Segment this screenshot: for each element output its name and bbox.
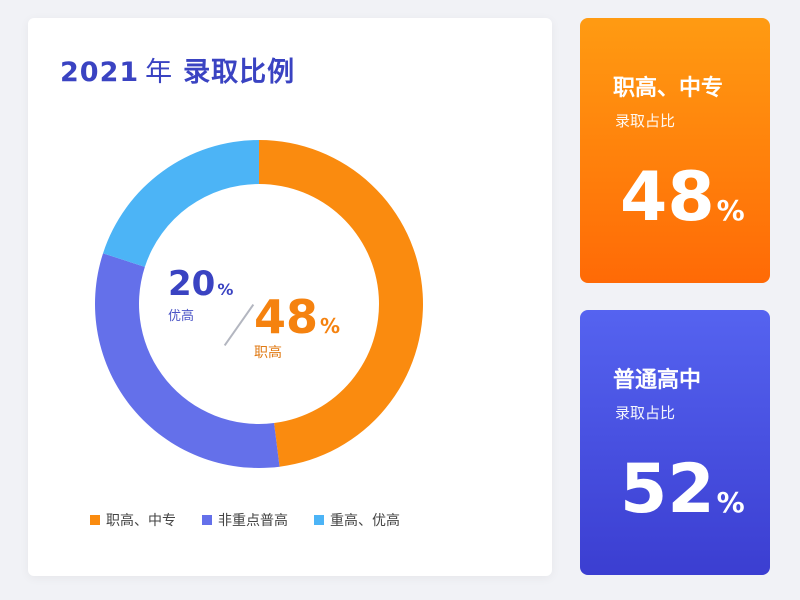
vocational-card-subtitle: 录取占比	[615, 112, 676, 130]
center-primary-label: 职高	[254, 345, 282, 361]
vocational-card-title: 职高、中专	[613, 76, 724, 101]
donut-slice-general	[94, 253, 280, 468]
vocational-card: 职高、中专 录取占比 48%	[580, 18, 770, 283]
legend-swatch-general	[202, 515, 212, 525]
title-text: 录取比例	[183, 57, 296, 88]
center-secondary-label: 优高	[168, 309, 195, 324]
legend-swatch-key	[314, 515, 324, 525]
center-primary-value: 48	[254, 290, 319, 344]
center-label-secondary: 20% 优高	[168, 265, 233, 324]
chart-title: 2021 年录取比例	[60, 50, 295, 89]
legend-swatch-vocational	[90, 515, 100, 525]
center-secondary-unit: %	[217, 280, 234, 299]
general-card-value: 52	[620, 450, 715, 529]
general-card-title: 普通高中	[613, 368, 702, 393]
vocational-card-value: 48	[620, 158, 715, 237]
donut-chart	[94, 140, 424, 468]
legend-item-key: 重高、优高	[314, 510, 400, 530]
legend-item-general: 非重点普高	[202, 510, 288, 530]
vocational-card-value-wrap: 48%	[620, 158, 745, 251]
donut-slice-vocational	[259, 140, 424, 467]
center-secondary-value: 20	[168, 264, 216, 304]
vocational-card-unit: %	[716, 194, 745, 227]
title-year-unit: 年	[145, 57, 174, 88]
legend-item-vocational: 职高、中专	[90, 510, 176, 530]
donut-slice-key	[103, 140, 259, 267]
legend-label-vocational: 职高、中专	[106, 513, 176, 529]
legend-label-key: 重高、优高	[330, 513, 400, 529]
general-card-value-wrap: 52%	[620, 450, 745, 543]
general-card-subtitle: 录取占比	[615, 404, 676, 422]
center-label-primary: 48% 职高	[254, 292, 340, 362]
general-card: 普通高中 录取占比 52%	[580, 310, 770, 575]
chart-legend: 职高、中专 非重点普高 重高、优高	[90, 510, 400, 530]
title-year: 2021	[60, 57, 140, 88]
general-card-unit: %	[716, 486, 745, 519]
legend-label-general: 非重点普高	[218, 513, 288, 529]
center-primary-unit: %	[320, 314, 341, 338]
